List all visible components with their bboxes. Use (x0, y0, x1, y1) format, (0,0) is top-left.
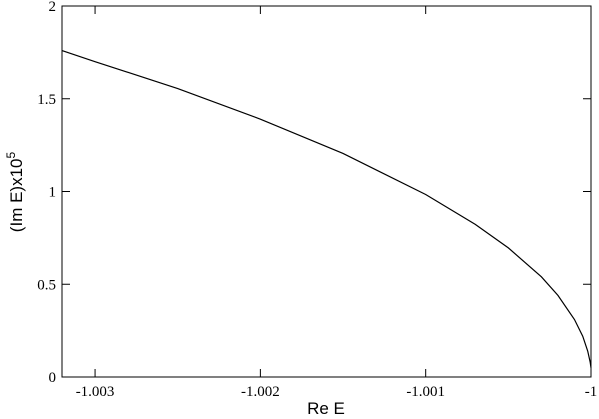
y-axis-label-exponent: 5 (4, 152, 18, 159)
y-tick-label: 1.5 (37, 92, 56, 108)
y-axis-label: (Im E)x105 (4, 152, 26, 233)
x-tick-label: -1 (585, 384, 598, 400)
x-axis-label: Re E (307, 399, 345, 418)
x-tick-label: -1.003 (76, 384, 115, 400)
y-tick-label: 1 (49, 185, 57, 201)
y-tick-label: 0.5 (37, 277, 56, 293)
x-tick-label: -1.002 (241, 384, 280, 400)
plot-frame (61, 5, 592, 378)
y-tick-label: 2 (49, 0, 57, 15)
x-tick-label: -1.001 (406, 384, 445, 400)
data-line (61, 49, 592, 368)
y-tick-label: 0 (49, 370, 57, 386)
y-axis-label-base: (Im E)x10 (7, 159, 26, 233)
